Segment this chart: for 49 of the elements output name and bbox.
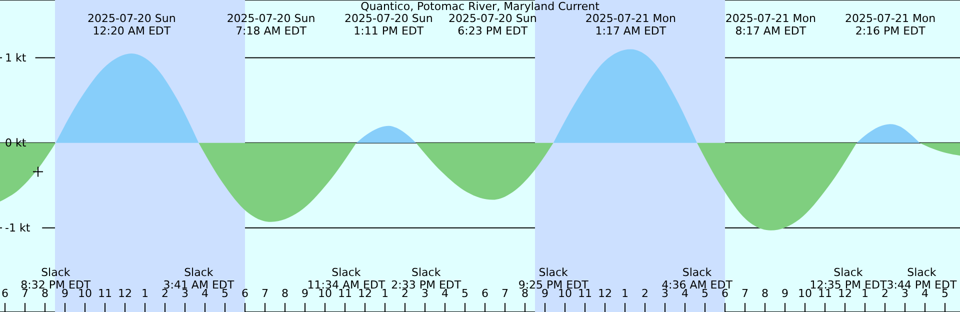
annotation: 2025-07-21 Mon 1:17 AM EDT	[585, 12, 676, 38]
x-tick-label: 2	[402, 287, 408, 300]
x-tick-label: 5	[702, 287, 708, 300]
x-tick-label: 1	[862, 287, 868, 300]
y-tick-label: -1 kt	[5, 222, 31, 235]
x-tick-label: 11	[98, 287, 112, 300]
x-tick-label: 10	[318, 287, 332, 300]
x-tick-label: 9	[782, 287, 788, 300]
x-tick-label: 8	[522, 287, 528, 300]
x-tick-label: 8	[762, 287, 768, 300]
x-tick-label: 2	[642, 287, 648, 300]
x-tick-label: 3	[902, 287, 908, 300]
x-tick-label: 9	[62, 287, 68, 300]
x-tick-label: 7	[742, 287, 748, 300]
x-tick-label: 11	[338, 287, 352, 300]
x-tick-label: 1	[142, 287, 148, 300]
x-tick-label: 9	[302, 287, 308, 300]
x-tick-label: 11	[578, 287, 592, 300]
annotation: 2025-07-20 Sun 1:11 PM EDT	[344, 12, 433, 38]
x-tick-label: 5	[462, 287, 468, 300]
x-tick-label: 3	[182, 287, 188, 300]
x-tick-label: 6	[242, 287, 248, 300]
x-tick-label: 4	[922, 287, 928, 300]
x-tick-label: 6	[482, 287, 488, 300]
x-tick-label: 5	[222, 287, 228, 300]
chart-title: Quantico, Potomac River, Maryland Current	[360, 0, 600, 13]
x-tick-label: 10	[78, 287, 92, 300]
x-tick-label: 12	[118, 287, 132, 300]
annotation: 2025-07-20 Sun 12:20 AM EDT	[87, 12, 176, 38]
x-tick-label: 2	[882, 287, 888, 300]
annotation: 2025-07-20 Sun 7:18 AM EDT	[226, 12, 316, 38]
x-tick-label: 10	[558, 287, 572, 300]
x-tick-label: 4	[202, 287, 208, 300]
x-tick-label: 7	[502, 287, 508, 300]
x-tick-label: 6	[2, 287, 8, 300]
x-tick-label: 5	[942, 287, 948, 300]
x-tick-label: 7	[262, 287, 268, 300]
annotation: 2025-07-20 Sun 6:23 PM EDT	[448, 12, 537, 38]
x-tick-label: 1	[622, 287, 628, 300]
x-tick-label: 2	[162, 287, 168, 300]
annotation: 2025-07-21 Mon 8:17 AM EDT	[725, 12, 816, 38]
x-tick-label: 10	[798, 287, 812, 300]
y-tick-label: 1 kt	[5, 52, 27, 65]
x-tick-label: 8	[282, 287, 288, 300]
annotation: 2025-07-21 Mon 2:16 PM EDT	[845, 12, 936, 38]
x-tick-label: 12	[598, 287, 612, 300]
x-tick-label: 1	[382, 287, 388, 300]
x-tick-label: 3	[662, 287, 668, 300]
x-tick-label: 4	[442, 287, 448, 300]
